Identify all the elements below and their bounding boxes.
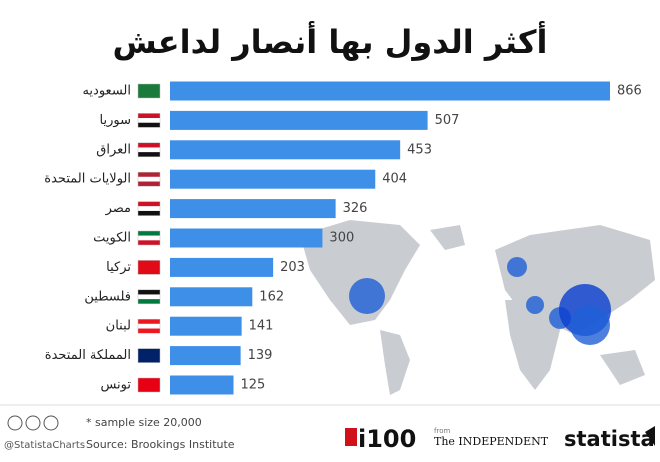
value-label: 162 <box>259 289 284 304</box>
flag-stripe <box>138 172 160 177</box>
flag-stripe <box>138 235 160 241</box>
flag-border <box>137 377 161 393</box>
value-label: 507 <box>435 113 460 128</box>
category-label: المملكة المتحدة <box>45 348 131 363</box>
value-label: 125 <box>241 378 266 393</box>
category-label: سوريا <box>100 113 131 128</box>
flag-stripe <box>138 118 160 123</box>
flag-border <box>137 113 161 128</box>
value-label: 300 <box>329 231 354 246</box>
flag-stripe <box>138 84 160 98</box>
bar <box>170 316 242 336</box>
bar <box>170 375 234 395</box>
flag-border <box>137 83 161 99</box>
flag-border <box>137 289 161 305</box>
flag-border <box>137 171 161 187</box>
category-label: فلسطين <box>84 289 131 304</box>
flag-stripe <box>138 289 160 295</box>
flag-border <box>137 142 161 158</box>
cc-icons <box>7 415 59 431</box>
i100-mark <box>345 428 357 446</box>
flag-border <box>137 230 161 246</box>
value-label: 326 <box>343 201 368 216</box>
flag-border <box>137 348 161 363</box>
flag-stripe <box>138 147 160 153</box>
flag-stripe <box>138 210 160 216</box>
bar <box>170 169 376 189</box>
category-label: الكويت <box>93 231 131 246</box>
flag-stripe <box>138 176 160 182</box>
logo-independent: The INDEPENDENT <box>434 435 549 448</box>
logo-i100: i100 <box>358 425 416 453</box>
flag-stripe <box>138 294 160 300</box>
category-label: العراق <box>96 142 131 157</box>
value-label: 404 <box>382 172 407 187</box>
bar <box>170 228 323 248</box>
statista-mark <box>645 426 655 446</box>
logo-from: from <box>434 427 450 435</box>
value-label: 139 <box>248 348 273 363</box>
flag-stripe <box>138 122 160 128</box>
value-label: 203 <box>280 260 305 275</box>
flag-stripe <box>138 201 160 207</box>
flag-stripe <box>138 378 160 392</box>
bar <box>170 346 241 366</box>
flag-border <box>137 260 161 275</box>
bar <box>170 199 336 219</box>
logo-statista: statista <box>564 427 655 451</box>
flag-border <box>137 318 161 334</box>
bar <box>170 110 428 130</box>
value-label: 453 <box>407 142 432 157</box>
flag-stripe <box>138 299 160 304</box>
bar <box>170 140 401 160</box>
flag-stripe <box>138 240 160 245</box>
chart-title: أكثر الدول بها أنصار لداعش <box>113 21 548 61</box>
flag-stripe <box>138 206 160 211</box>
value-label: 866 <box>617 84 642 99</box>
flag-stripe <box>138 260 160 275</box>
flag-stripe <box>138 142 160 148</box>
flag-stripe <box>138 113 160 119</box>
flag-stripe <box>138 152 160 157</box>
bar <box>170 257 274 277</box>
bar <box>170 287 253 307</box>
flag-stripe <box>138 328 160 334</box>
flag-stripe <box>138 319 160 324</box>
category-label: الولايات المتحدة <box>44 172 131 187</box>
flag-stripe <box>138 348 160 363</box>
flag-border <box>137 201 161 216</box>
credit: @StatistaCharts <box>4 440 85 451</box>
flag-stripe <box>138 231 160 236</box>
category-label: تركيا <box>106 260 131 275</box>
flag-stripe <box>138 323 160 329</box>
flag-stripe <box>138 181 160 187</box>
footnote: * sample size 20,000 <box>86 416 202 429</box>
bar <box>170 81 610 101</box>
category-label: مصر <box>105 201 131 216</box>
source: Source: Brookings Institute <box>86 438 235 451</box>
map-bubbles <box>349 257 611 345</box>
value-label: 141 <box>249 319 274 334</box>
category-label: لبنان <box>106 319 131 334</box>
category-label: تونس <box>100 378 131 393</box>
category-label: السعوديه <box>82 84 131 99</box>
